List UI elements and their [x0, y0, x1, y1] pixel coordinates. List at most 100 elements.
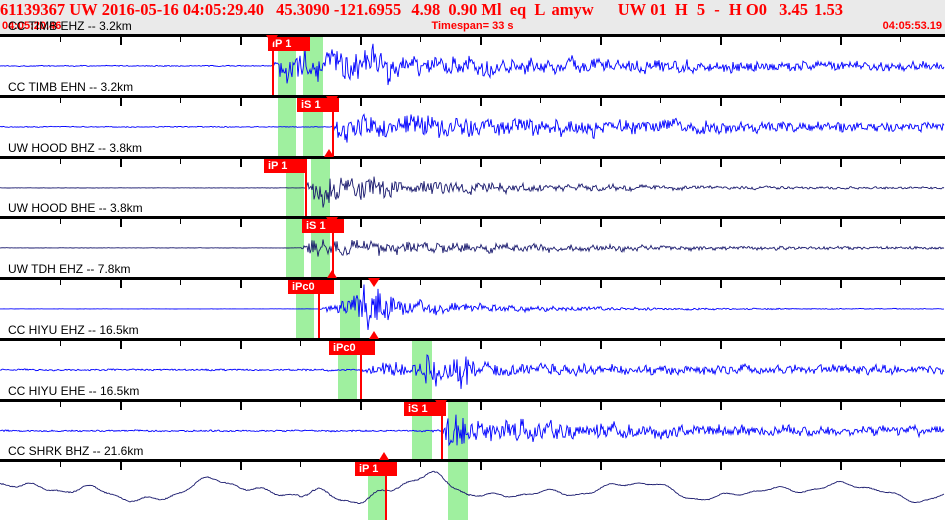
axis-tick — [180, 401, 181, 407]
axis-tick — [600, 340, 602, 349]
h-label-2: H — [728, 0, 742, 19]
axis-tick — [360, 401, 362, 410]
phase-pick-line[interactable] — [272, 37, 274, 95]
network-code: UW — [69, 0, 98, 19]
axis-tick — [540, 158, 541, 164]
axis-tick — [660, 37, 661, 42]
trace-panel[interactable]: iS 1 CC TIMB EHN -- 3.2km — [0, 80, 945, 156]
trace-panel[interactable]: iP 1 CC TIMB EHZ -- 3.2km — [0, 20, 945, 95]
phase-pick-label[interactable]: iPc0 — [329, 340, 375, 355]
trace-panel[interactable]: iPc0 UW TDH EHZ -- 7.8km — [0, 263, 945, 338]
phase-pick-line[interactable] — [332, 97, 334, 156]
trace-panel[interactable]: iP 1 CC SHRK BHZ -- 21.6km — [0, 445, 945, 520]
o-label: O0 — [745, 0, 767, 19]
axis-tick — [540, 219, 541, 225]
axis-tick — [720, 97, 722, 106]
magnitude-type: Ml — [481, 0, 502, 19]
axis-tick — [900, 462, 901, 468]
marker-triangle-down-icon[interactable] — [435, 399, 447, 409]
marker-triangle-down-icon[interactable] — [326, 217, 338, 227]
axis-tick — [480, 97, 482, 106]
axis-tick — [360, 219, 362, 228]
axis-tick — [480, 280, 482, 288]
trace-panel[interactable]: iPc0 CC HIYU EHZ -- 16.5km — [0, 323, 945, 399]
waveform — [0, 219, 945, 277]
channel-label: CC HIYU EHE -- 16.5km — [8, 383, 140, 398]
event-magnitude: 0.90 — [448, 0, 478, 19]
axis-tick — [240, 219, 242, 228]
event-depth: 4.98 — [411, 0, 441, 19]
marker-triangle-up-icon[interactable] — [327, 270, 337, 278]
phase-pick-label[interactable]: iP 1 — [264, 158, 306, 173]
phase-pick-line[interactable] — [305, 158, 307, 217]
axis-tick — [780, 97, 781, 103]
axis-tick — [900, 401, 901, 407]
phase-pick-line[interactable] — [441, 401, 443, 460]
time-axis — [0, 34, 945, 37]
channel-label: UW TDH EHZ -- 7.8km — [8, 262, 131, 276]
phase-pick-line[interactable] — [332, 219, 334, 277]
axis-tick — [60, 97, 61, 103]
marker-triangle-up-icon[interactable] — [324, 148, 334, 157]
axis-tick — [420, 462, 421, 468]
axis-tick — [540, 401, 541, 407]
phase-pick-label[interactable]: iPc0 — [288, 280, 334, 294]
axis-tick — [840, 280, 842, 288]
trace-panel[interactable]: iP 1 UW HOOD BHZ -- 3.8km — [0, 141, 945, 217]
window-end-time: 04:05:53.19 — [882, 20, 942, 32]
waveform — [0, 462, 945, 520]
axis-tick — [120, 219, 122, 228]
time-axis — [0, 277, 945, 280]
axis-tick — [300, 340, 301, 346]
axis-tick — [480, 219, 482, 228]
axis-tick — [720, 219, 722, 228]
marker-triangle-up-icon[interactable] — [379, 452, 389, 461]
axis-tick — [120, 37, 122, 45]
trace-panel[interactable]: iS 1 CC HIYU EHE -- 16.5km — [0, 384, 945, 460]
waveform — [0, 159, 945, 217]
quality-letter: L — [534, 0, 546, 19]
coda-window-shade — [278, 37, 296, 95]
axis-tick — [240, 97, 242, 106]
timespan-label: Timespan= 33 s — [431, 20, 514, 32]
axis-tick — [120, 97, 122, 106]
marker-triangle-up-icon[interactable] — [369, 330, 379, 339]
axis-tick — [420, 37, 421, 42]
axis-tick — [660, 97, 661, 103]
axis-tick — [480, 462, 482, 471]
phase-count: 5 — [696, 0, 706, 19]
phase-pick-line[interactable] — [318, 280, 320, 338]
marker-triangle-down-icon[interactable] — [368, 278, 380, 287]
phase-pick-label[interactable]: iP 1 — [355, 462, 397, 477]
phase-pick-line[interactable] — [385, 462, 387, 520]
auth-network: UW — [617, 0, 647, 19]
marker-triangle-down-icon[interactable] — [266, 35, 278, 44]
axis-tick — [780, 219, 781, 225]
axis-tick — [840, 219, 842, 228]
channel-label: UW HOOD BHE -- 3.8km — [8, 201, 143, 216]
axis-tick — [600, 462, 602, 471]
axis-tick — [60, 280, 61, 285]
time-axis — [0, 216, 945, 220]
axis-tick — [120, 401, 122, 410]
axis-tick — [840, 37, 842, 45]
rms-value-2: 1.53 — [814, 0, 843, 19]
axis-tick — [720, 340, 722, 349]
event-longitude: -121.6955 — [333, 0, 402, 19]
axis-tick — [180, 97, 181, 103]
event-latitude: 45.3090 — [276, 0, 330, 19]
axis-tick — [180, 37, 181, 42]
marker-triangle-down-icon[interactable] — [326, 95, 338, 105]
axis-tick — [180, 340, 181, 346]
rms-value-1: 3.45 — [779, 0, 808, 19]
event-summary-line: 61139367 UW 2016-05-16 04:05:29.40 45.30… — [0, 0, 945, 19]
event-date: 2016-05-16 — [101, 0, 179, 19]
phase-pick-line[interactable] — [360, 340, 362, 399]
axis-tick — [360, 97, 362, 106]
trace-panel[interactable]: iS 1 UW HOOD BHE -- 3.8km — [0, 202, 945, 277]
axis-tick — [360, 158, 362, 167]
event-header: 61139367 UW 2016-05-16 04:05:29.40 45.30… — [0, 0, 945, 34]
time-axis — [0, 337, 945, 341]
time-window-line: 04:05:20.46 Timespan= 33 s 04:05:53.19 — [0, 19, 945, 34]
